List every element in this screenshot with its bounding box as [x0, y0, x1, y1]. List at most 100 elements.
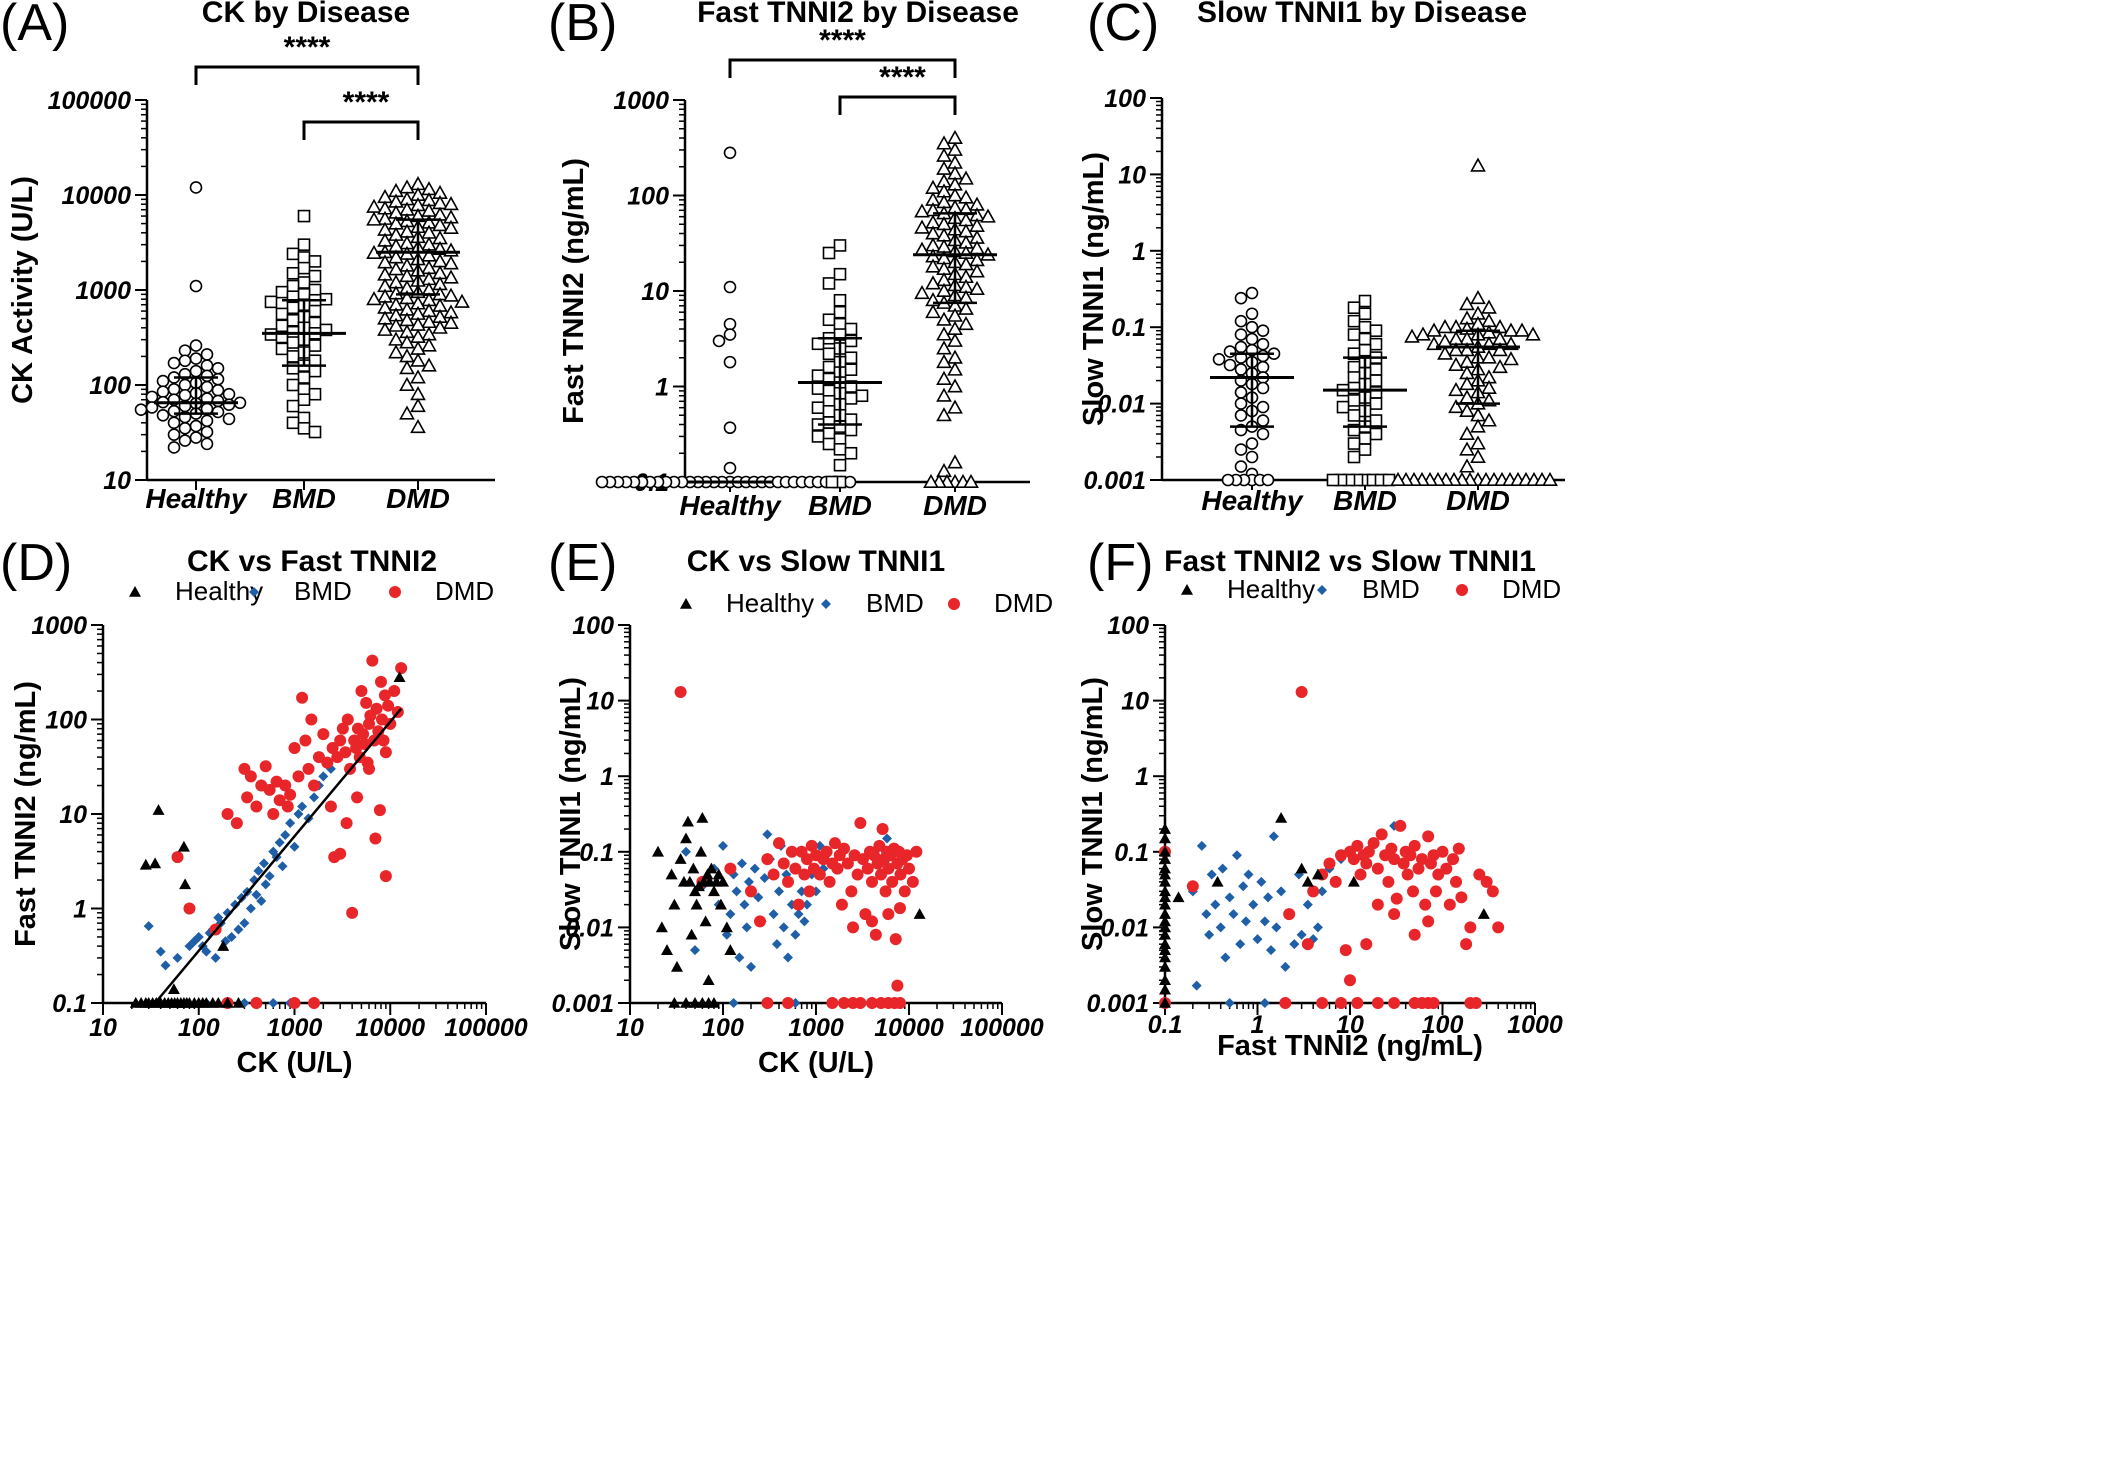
- legend-marker: [1317, 585, 1327, 595]
- data-point: [286, 279, 300, 293]
- data-point: [1159, 845, 1171, 857]
- data-point: [286, 313, 300, 327]
- x-tick-label: 1: [1251, 1011, 1265, 1039]
- data-point: [683, 875, 696, 887]
- data-point: [865, 997, 878, 1009]
- data-point: [1351, 997, 1364, 1009]
- data-point: [833, 267, 847, 281]
- data-point: [1159, 898, 1171, 910]
- data-point: [211, 361, 225, 375]
- data-point: [1275, 811, 1288, 823]
- data-point: [357, 728, 370, 741]
- data-point: [894, 868, 907, 881]
- data-point: [399, 334, 415, 349]
- data-point: [1240, 916, 1251, 927]
- data-point: [308, 283, 322, 297]
- data-point: [432, 319, 448, 334]
- data-point: [799, 916, 810, 927]
- data-point: [393, 671, 406, 683]
- data-point: [178, 388, 192, 402]
- data-point: [789, 862, 802, 875]
- data-point: [822, 427, 836, 441]
- data-point: [1503, 351, 1519, 366]
- data-point: [264, 295, 278, 309]
- x-tick-label: 1000: [1507, 1011, 1563, 1039]
- data-point: [595, 475, 609, 489]
- data-point: [739, 899, 750, 910]
- data-point: [1436, 845, 1449, 858]
- chart-title: Fast TNNI2 vs Slow TNNI1: [1164, 545, 1536, 578]
- data-point: [1358, 432, 1372, 445]
- data-point: [1460, 938, 1473, 951]
- data-point: [1358, 443, 1372, 456]
- data-point: [1252, 934, 1263, 945]
- data-point: [167, 983, 180, 994]
- panel-letter: (D): [0, 534, 72, 592]
- data-point: [233, 924, 244, 935]
- data-point: [1221, 473, 1235, 487]
- panel-b: (B) Fast TNNI2 by Disease Fast TNNI2 (ng/m…: [548, 0, 1030, 521]
- data-point: [925, 258, 941, 273]
- data-point: [1369, 427, 1383, 441]
- data-point: [813, 868, 826, 881]
- y-tick-label: 1: [1135, 763, 1149, 791]
- data-point: [847, 921, 860, 934]
- data-point: [1369, 324, 1383, 337]
- y-axis-label: Fast TNNI2 (ng/mL): [558, 158, 590, 424]
- data-point: [822, 360, 836, 374]
- data-point: [844, 334, 858, 348]
- data-point: [1448, 398, 1464, 414]
- data-point: [1210, 899, 1221, 910]
- data-point: [297, 422, 311, 435]
- data-point: [1256, 876, 1267, 887]
- data-point: [833, 293, 847, 307]
- legend-label: BMD: [866, 588, 924, 618]
- data-point: [369, 832, 382, 845]
- y-tick-label: 10: [103, 467, 131, 495]
- data-point: [288, 997, 301, 1009]
- data-point: [725, 909, 736, 920]
- data-point: [250, 997, 263, 1009]
- data-point: [720, 921, 733, 933]
- data-point: [661, 944, 674, 955]
- data-point: [167, 428, 181, 441]
- data-point: [1234, 340, 1248, 354]
- legend-marker: [1181, 584, 1193, 595]
- data-point: [707, 885, 720, 897]
- data-point: [969, 263, 985, 278]
- data-point: [200, 359, 214, 372]
- data-point: [1159, 997, 1171, 1008]
- data-point: [1335, 997, 1348, 1009]
- data-point: [1159, 853, 1171, 864]
- x-axis-label: Fast TNNI2 (ng/mL): [1217, 1030, 1483, 1062]
- data-point: [1470, 157, 1486, 172]
- data-point: [822, 437, 836, 451]
- data-point: [1234, 363, 1248, 376]
- data-point: [273, 794, 286, 807]
- y-tick-label: 0.01: [565, 914, 614, 942]
- data-point: [1492, 921, 1505, 934]
- data-point: [783, 952, 794, 963]
- y-tick-label: 1000: [75, 277, 131, 305]
- data-point: [1422, 830, 1435, 843]
- data-point: [1407, 885, 1420, 898]
- data-point: [421, 337, 437, 352]
- data-point: [1367, 837, 1380, 850]
- data-point: [882, 862, 895, 875]
- data-point: [947, 399, 963, 414]
- data-point: [845, 885, 858, 898]
- data-point: [793, 909, 804, 920]
- data-point: [844, 392, 858, 405]
- data-point: [410, 397, 426, 413]
- data-point: [1360, 938, 1373, 951]
- data-point: [1159, 832, 1171, 844]
- data-point: [1448, 342, 1464, 357]
- data-point: [1426, 322, 1442, 337]
- data-point: [296, 691, 309, 704]
- data-point: [366, 291, 382, 306]
- data-point: [723, 421, 737, 435]
- data-point: [1261, 473, 1275, 487]
- x-tick-label: 0.1: [1148, 1011, 1183, 1039]
- y-tick-label: 1000: [31, 612, 87, 640]
- data-point: [308, 997, 321, 1009]
